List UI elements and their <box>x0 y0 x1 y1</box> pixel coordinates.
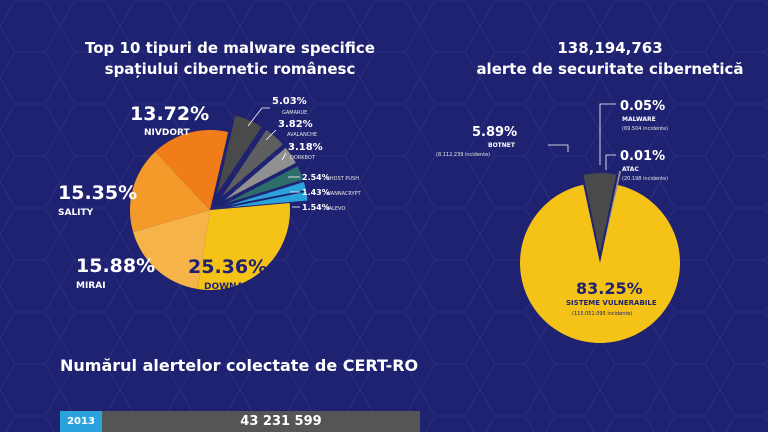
pie1-label-name-dorkbot: DORKBOT <box>290 155 316 161</box>
pie1-label-pct-dorkbot: 3.18% <box>288 142 323 153</box>
pie2-label-pct-malware: 0.05% <box>620 99 665 114</box>
right-chart-title: 138,194,763 alerte de securitate cibernet… <box>476 39 744 78</box>
pie2-slice-botnet <box>583 173 617 254</box>
alerts-bar-row: 2013 43 231 599 <box>60 411 420 432</box>
pie2-slice-sisteme-vulnerabile <box>520 184 680 344</box>
pie1-slice-sality <box>130 151 210 233</box>
pie1-slice-nivdort <box>155 130 229 210</box>
pie1-label-name-downadup: DOWNADUP <box>204 282 265 292</box>
pie1-slice-gamarue <box>217 115 262 194</box>
alerts-collected-title: Numărul alertelor colectate de CERT-RO <box>60 356 419 375</box>
pie2-label-name-atac: ATAC <box>622 166 639 173</box>
pie1-leader-lines <box>247 107 300 208</box>
left-chart-title: Top 10 tipuri de malware specifice spațiu… <box>85 39 375 78</box>
pie2-slice-atac <box>602 171 622 250</box>
pie2-leader-lines <box>548 103 616 170</box>
pie1-slice-avalanche <box>221 130 283 197</box>
pie2-label-name-botnet: BOTNET <box>488 142 516 149</box>
pie1-slice-dorkbot <box>224 147 296 200</box>
pie2-label-sub-vulnerable: (115.051.095 incidente) <box>572 311 633 317</box>
pie1-slice-wannacrypt <box>227 181 306 206</box>
pie1-label-pct-ghostpush: 2.54% <box>302 173 330 182</box>
pie1-label-name-gamarue: GAMARUE <box>282 110 307 116</box>
pie2-label-name-malware: MALWARE <box>622 116 656 123</box>
pie1-slice-palevo <box>227 191 308 208</box>
pie1-label-name-palevo: PALEVO <box>326 206 345 212</box>
pie2-label-sub-malware: (69.504 incidente) <box>622 126 668 132</box>
pie1-label-pct-avalanche: 3.82% <box>278 119 313 130</box>
pie1-label-pct-mirai: 15.88% <box>76 255 155 277</box>
pie1-label-pct-sality: 15.35% <box>58 182 137 204</box>
pie1-label-pct-gamarue: 5.03% <box>272 96 307 107</box>
alerts-bar-year: 2013 <box>60 411 102 432</box>
pie2-label-sub-botnet: (8.112.239 incidente) <box>436 152 490 158</box>
pie2-label-name-vulnerable: SISTEME VULNERABILE <box>566 299 657 307</box>
pie1-label-name-avalanche: AVALANCHE <box>287 132 317 138</box>
pie1-label-pct-wannacrypt: 1.43% <box>302 188 330 197</box>
pie1-label-name-nivdort: NIVDORT <box>144 128 190 138</box>
pie1-label-name-wannacrypt: WANNACRYPT <box>326 191 362 197</box>
pie2-label-pct-vulnerable: 83.25% <box>576 279 643 298</box>
pie1-slice-downadup <box>197 203 291 290</box>
pie1-label-pct-downadup: 25.36% <box>188 256 267 278</box>
pie1-label-name-ghostpush: GHOST PUSH <box>326 176 359 182</box>
pie1-slice-ghost-push <box>226 166 304 204</box>
pie1-label-pct-palevo: 1.54% <box>302 203 330 212</box>
pie2-label-pct-atac: 0.01% <box>620 149 665 164</box>
pie2-label-sub-atac: (20.198 incidente) <box>622 176 668 182</box>
pie1-slice-mirai <box>133 210 210 290</box>
pie1-label-pct-nivdort: 13.72% <box>130 103 209 125</box>
pie1-label-name-sality: SALITY <box>58 208 94 218</box>
pie1-label-name-mirai: MIRAI <box>76 281 106 291</box>
pie2-label-pct-botnet: 5.89% <box>472 125 517 140</box>
alerts-bar-value: 43 231 599 <box>102 411 420 432</box>
